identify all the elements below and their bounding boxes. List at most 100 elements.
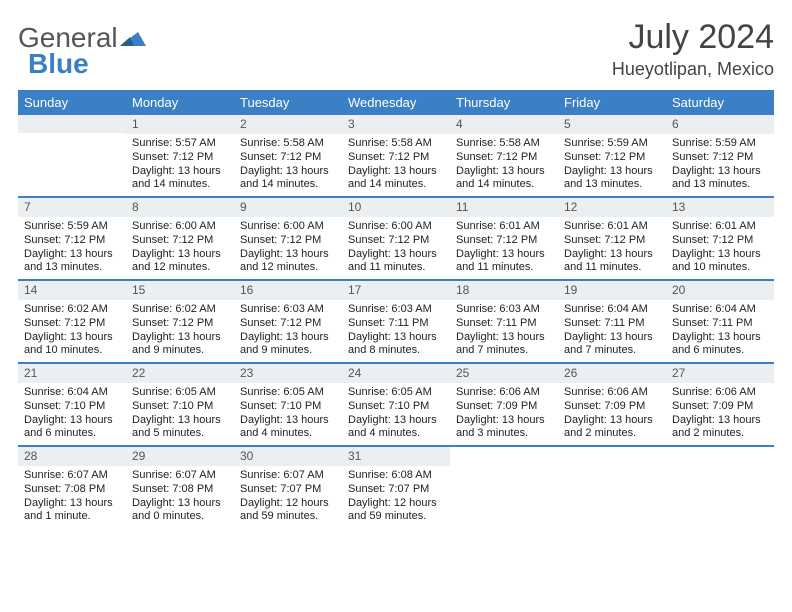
day-content: Sunrise: 5:58 AMSunset: 7:12 PMDaylight:…: [342, 134, 450, 196]
calendar-cell: 21Sunrise: 6:04 AMSunset: 7:10 PMDayligh…: [18, 363, 126, 446]
calendar-cell: [558, 446, 666, 528]
daylight-line: Daylight: 13 hours and 0 minutes.: [132, 497, 228, 525]
calendar-cell: 2Sunrise: 5:58 AMSunset: 7:12 PMDaylight…: [234, 115, 342, 197]
sunset-line: Sunset: 7:11 PM: [564, 317, 660, 331]
daylight-line: Daylight: 13 hours and 13 minutes.: [672, 165, 768, 193]
day-number: 5: [558, 115, 666, 134]
day-content: Sunrise: 6:04 AMSunset: 7:10 PMDaylight:…: [18, 383, 126, 445]
sunset-line: Sunset: 7:12 PM: [24, 234, 120, 248]
sunrise-line: Sunrise: 5:58 AM: [240, 137, 336, 151]
weekday-header: Thursday: [450, 90, 558, 115]
sunset-line: Sunset: 7:07 PM: [240, 483, 336, 497]
sunrise-line: Sunrise: 5:58 AM: [348, 137, 444, 151]
daylight-line: Daylight: 13 hours and 7 minutes.: [564, 331, 660, 359]
calendar-cell: 11Sunrise: 6:01 AMSunset: 7:12 PMDayligh…: [450, 197, 558, 280]
sunrise-line: Sunrise: 5:59 AM: [672, 137, 768, 151]
sunset-line: Sunset: 7:12 PM: [132, 317, 228, 331]
calendar-cell: 20Sunrise: 6:04 AMSunset: 7:11 PMDayligh…: [666, 280, 774, 363]
brand-part2: Blue: [28, 48, 89, 80]
day-content: Sunrise: 6:01 AMSunset: 7:12 PMDaylight:…: [666, 217, 774, 279]
sunset-line: Sunset: 7:11 PM: [348, 317, 444, 331]
day-number: 2: [234, 115, 342, 134]
sunset-line: Sunset: 7:12 PM: [672, 151, 768, 165]
sunset-line: Sunset: 7:12 PM: [132, 234, 228, 248]
day-number: 27: [666, 364, 774, 383]
daylight-line: Daylight: 13 hours and 6 minutes.: [672, 331, 768, 359]
sunrise-line: Sunrise: 6:08 AM: [348, 469, 444, 483]
day-content: Sunrise: 6:02 AMSunset: 7:12 PMDaylight:…: [18, 300, 126, 362]
sunrise-line: Sunrise: 6:05 AM: [348, 386, 444, 400]
sunset-line: Sunset: 7:12 PM: [564, 151, 660, 165]
daylight-line: Daylight: 13 hours and 9 minutes.: [132, 331, 228, 359]
calendar-cell: [666, 446, 774, 528]
daylight-line: Daylight: 12 hours and 59 minutes.: [240, 497, 336, 525]
sunrise-line: Sunrise: 6:03 AM: [456, 303, 552, 317]
day-content: Sunrise: 5:59 AMSunset: 7:12 PMDaylight:…: [18, 217, 126, 279]
day-number: 22: [126, 364, 234, 383]
day-content: Sunrise: 6:05 AMSunset: 7:10 PMDaylight:…: [126, 383, 234, 445]
daylight-line: Daylight: 13 hours and 1 minute.: [24, 497, 120, 525]
sunset-line: Sunset: 7:12 PM: [348, 151, 444, 165]
daylight-line: Daylight: 13 hours and 11 minutes.: [564, 248, 660, 276]
sunset-line: Sunset: 7:12 PM: [132, 151, 228, 165]
daylight-line: Daylight: 13 hours and 13 minutes.: [564, 165, 660, 193]
day-content: Sunrise: 6:06 AMSunset: 7:09 PMDaylight:…: [666, 383, 774, 445]
day-number: 20: [666, 281, 774, 300]
sunrise-line: Sunrise: 6:05 AM: [240, 386, 336, 400]
day-number: 17: [342, 281, 450, 300]
calendar-cell: 28Sunrise: 6:07 AMSunset: 7:08 PMDayligh…: [18, 446, 126, 528]
sunset-line: Sunset: 7:08 PM: [24, 483, 120, 497]
sunrise-line: Sunrise: 6:00 AM: [240, 220, 336, 234]
sunset-line: Sunset: 7:12 PM: [456, 151, 552, 165]
daylight-line: Daylight: 13 hours and 10 minutes.: [24, 331, 120, 359]
header: General July 2024 Hueyotlipan, Mexico: [18, 18, 774, 80]
calendar-cell: 6Sunrise: 5:59 AMSunset: 7:12 PMDaylight…: [666, 115, 774, 197]
day-content: Sunrise: 5:59 AMSunset: 7:12 PMDaylight:…: [666, 134, 774, 196]
day-number: 18: [450, 281, 558, 300]
calendar-cell: 4Sunrise: 5:58 AMSunset: 7:12 PMDaylight…: [450, 115, 558, 197]
weekday-header-row: SundayMondayTuesdayWednesdayThursdayFrid…: [18, 90, 774, 115]
daylight-line: Daylight: 13 hours and 14 minutes.: [132, 165, 228, 193]
day-number: 16: [234, 281, 342, 300]
sunrise-line: Sunrise: 6:01 AM: [672, 220, 768, 234]
day-number: 19: [558, 281, 666, 300]
calendar-row: 21Sunrise: 6:04 AMSunset: 7:10 PMDayligh…: [18, 363, 774, 446]
day-content: Sunrise: 6:02 AMSunset: 7:12 PMDaylight:…: [126, 300, 234, 362]
day-content: Sunrise: 6:07 AMSunset: 7:08 PMDaylight:…: [18, 466, 126, 528]
day-number-blank: [18, 115, 126, 133]
sunset-line: Sunset: 7:12 PM: [24, 317, 120, 331]
calendar-cell: 22Sunrise: 6:05 AMSunset: 7:10 PMDayligh…: [126, 363, 234, 446]
day-number: 28: [18, 447, 126, 466]
sunset-line: Sunset: 7:12 PM: [348, 234, 444, 248]
sunrise-line: Sunrise: 6:00 AM: [348, 220, 444, 234]
daylight-line: Daylight: 13 hours and 12 minutes.: [240, 248, 336, 276]
weekday-header: Sunday: [18, 90, 126, 115]
daylight-line: Daylight: 13 hours and 4 minutes.: [240, 414, 336, 442]
calendar-table: SundayMondayTuesdayWednesdayThursdayFrid…: [18, 90, 774, 528]
sunset-line: Sunset: 7:12 PM: [456, 234, 552, 248]
daylight-line: Daylight: 13 hours and 9 minutes.: [240, 331, 336, 359]
day-content: Sunrise: 6:00 AMSunset: 7:12 PMDaylight:…: [342, 217, 450, 279]
sunrise-line: Sunrise: 5:59 AM: [24, 220, 120, 234]
calendar-row: 7Sunrise: 5:59 AMSunset: 7:12 PMDaylight…: [18, 197, 774, 280]
daylight-line: Daylight: 13 hours and 13 minutes.: [24, 248, 120, 276]
day-number: 8: [126, 198, 234, 217]
calendar-cell: 15Sunrise: 6:02 AMSunset: 7:12 PMDayligh…: [126, 280, 234, 363]
calendar-cell: 24Sunrise: 6:05 AMSunset: 7:10 PMDayligh…: [342, 363, 450, 446]
sunset-line: Sunset: 7:07 PM: [348, 483, 444, 497]
sunrise-line: Sunrise: 6:05 AM: [132, 386, 228, 400]
day-content: Sunrise: 6:05 AMSunset: 7:10 PMDaylight:…: [342, 383, 450, 445]
calendar-body: 1Sunrise: 5:57 AMSunset: 7:12 PMDaylight…: [18, 115, 774, 528]
day-number: 3: [342, 115, 450, 134]
sunrise-line: Sunrise: 5:58 AM: [456, 137, 552, 151]
sunrise-line: Sunrise: 6:03 AM: [348, 303, 444, 317]
calendar-cell: 9Sunrise: 6:00 AMSunset: 7:12 PMDaylight…: [234, 197, 342, 280]
day-content: Sunrise: 6:07 AMSunset: 7:08 PMDaylight:…: [126, 466, 234, 528]
sunrise-line: Sunrise: 6:02 AM: [24, 303, 120, 317]
day-content: Sunrise: 5:58 AMSunset: 7:12 PMDaylight:…: [234, 134, 342, 196]
day-content: Sunrise: 5:58 AMSunset: 7:12 PMDaylight:…: [450, 134, 558, 196]
sunrise-line: Sunrise: 6:07 AM: [132, 469, 228, 483]
calendar-cell: 14Sunrise: 6:02 AMSunset: 7:12 PMDayligh…: [18, 280, 126, 363]
sunrise-line: Sunrise: 6:07 AM: [240, 469, 336, 483]
day-content: Sunrise: 6:06 AMSunset: 7:09 PMDaylight:…: [450, 383, 558, 445]
